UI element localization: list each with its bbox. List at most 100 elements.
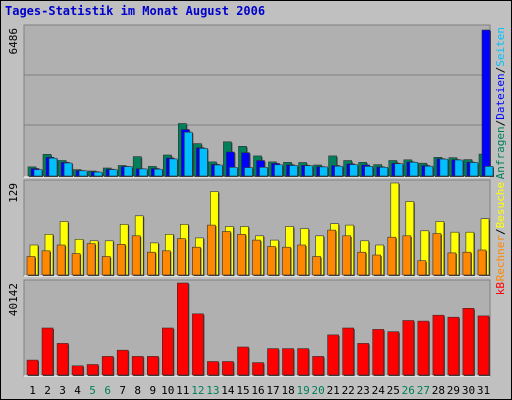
seiten-bar-day-14: [229, 167, 238, 177]
rechner-bar-day-9: [147, 251, 156, 276]
rechner-bar-day-27: [417, 260, 427, 276]
x-tick-label-day-14: 14: [221, 384, 235, 397]
kb-bar-day-4: [71, 365, 84, 376]
legend-dateien: Dateien: [494, 73, 507, 119]
seiten-bar-day-23: [364, 166, 374, 177]
x-tick-label-day-13: 13: [206, 384, 219, 397]
seiten-bar-day-15: [244, 167, 253, 177]
x-tick-label-day-31: 31: [477, 384, 490, 397]
kb-bar-day-20: [312, 356, 324, 376]
x-tick-label-day-6: 6: [104, 384, 111, 397]
rechner-bar-day-13: [207, 224, 216, 276]
seiten-bar-day-4: [78, 170, 88, 177]
seiten-bar-day-17: [274, 164, 283, 177]
kb-bar-day-3: [56, 343, 69, 376]
kb-bar-day-7: [116, 349, 129, 376]
kb-bar-day-12: [192, 313, 204, 376]
x-tick-label-day-26: 26: [402, 384, 415, 397]
kb-bar-day-16: [252, 362, 264, 376]
kb-bar-day-19: [297, 348, 309, 376]
rechner-bar-day-1: [26, 256, 36, 276]
rechner-bar-day-31: [477, 249, 487, 276]
rechner-bar-day-30: [462, 251, 472, 276]
seiten-bar-day-18: [289, 165, 298, 177]
x-tick-label-day-22: 22: [342, 384, 355, 397]
kb-bar-day-28: [432, 314, 445, 376]
rechner-bar-day-24: [372, 254, 382, 276]
legend-separator: /: [494, 228, 507, 235]
rechner-bar-day-15: [237, 234, 246, 276]
x-tick-label-day-18: 18: [281, 384, 294, 397]
dateien-bar-day-31: [481, 29, 491, 177]
x-tick-label-day-8: 8: [134, 384, 141, 397]
seiten-bar-day-27: [424, 165, 434, 177]
rechner-bar-day-18: [282, 246, 291, 276]
kb-bar-day-22: [342, 327, 355, 376]
seiten-bar-day-22: [349, 164, 359, 177]
seiten-bar-day-8: [138, 168, 148, 177]
rechner-bar-day-8: [131, 235, 141, 276]
kb-bar-day-6: [101, 356, 114, 376]
legend-kb: kB: [494, 282, 507, 296]
kb-bar-day-1: [26, 359, 39, 376]
legend-separator: /: [494, 67, 507, 74]
rechner-bar-day-26: [402, 235, 412, 276]
rechner-bar-day-10: [162, 250, 171, 276]
kb-bar-day-23: [357, 343, 370, 376]
rechner-bar-day-28: [432, 233, 442, 276]
x-tick-label-day-5: 5: [89, 384, 96, 397]
x-tick-label-day-11: 11: [176, 384, 189, 397]
panel-middle-ymax-label: 129: [7, 183, 20, 203]
x-tick-label-day-3: 3: [59, 384, 66, 397]
seiten-bar-day-20: [319, 166, 328, 177]
rechner-bar-day-12: [192, 246, 201, 276]
x-tick-label-day-20: 20: [311, 384, 324, 397]
rechner-bar-day-17: [267, 246, 276, 276]
x-tick-label-day-15: 15: [236, 384, 249, 397]
rechner-bar-day-29: [447, 252, 457, 276]
x-tick-label-day-2: 2: [44, 384, 51, 397]
kb-bar-day-14: [222, 361, 234, 376]
x-tick-label-day-29: 29: [447, 384, 460, 397]
seiten-bar-day-1: [33, 169, 43, 177]
x-tick-label-day-17: 17: [266, 384, 279, 397]
kb-bar-day-18: [282, 348, 294, 376]
rechner-bar-day-6: [101, 256, 111, 276]
rechner-bar-day-22: [342, 235, 352, 276]
x-tick-label-day-27: 27: [417, 384, 430, 397]
rechner-bar-day-11: [177, 238, 186, 276]
chart-title: Tages-Statistik im Monat August 2006: [5, 4, 266, 18]
kb-bar-day-2: [41, 327, 54, 376]
x-tick-label-day-23: 23: [357, 384, 370, 397]
seiten-bar-day-16: [259, 167, 268, 177]
kb-bar-day-5: [86, 364, 99, 376]
seiten-bar-day-2: [48, 157, 58, 177]
kb-bar-day-25: [387, 331, 400, 376]
rechner-bar-day-5: [86, 243, 96, 276]
x-tick-label-day-7: 7: [119, 384, 126, 397]
seiten-bar-day-9: [154, 168, 163, 177]
kb-bar-day-8: [131, 356, 144, 376]
x-tick-label-day-21: 21: [327, 384, 340, 397]
kb-bar-day-13: [207, 361, 219, 376]
seiten-bar-day-30: [469, 162, 479, 177]
legend-seiten: Seiten: [494, 27, 507, 67]
rechner-bar-day-25: [387, 236, 397, 276]
seiten-bar-day-12: [199, 148, 208, 177]
x-tick-label-day-1: 1: [29, 384, 36, 397]
kb-bar-day-15: [237, 346, 249, 376]
seiten-bar-day-21: [334, 165, 343, 177]
x-tick-label-day-10: 10: [161, 384, 174, 397]
x-tick-label-day-9: 9: [149, 384, 156, 397]
seiten-bar-day-24: [379, 167, 389, 177]
legend-anfragen: Anfragen: [494, 126, 507, 179]
kb-bar-day-27: [417, 320, 430, 376]
rechner-bar-day-4: [71, 253, 81, 276]
rechner-bar-day-21: [327, 229, 336, 276]
seiten-bar-day-6: [108, 169, 118, 177]
panel-bottom-ymax-label: 40142: [7, 283, 20, 316]
rechner-bar-day-16: [252, 239, 261, 276]
seiten-bar-day-26: [409, 162, 419, 177]
legend-panel-1: Anfragen/Dateien/Seiten: [494, 27, 507, 179]
x-tick-label-day-12: 12: [191, 384, 204, 397]
